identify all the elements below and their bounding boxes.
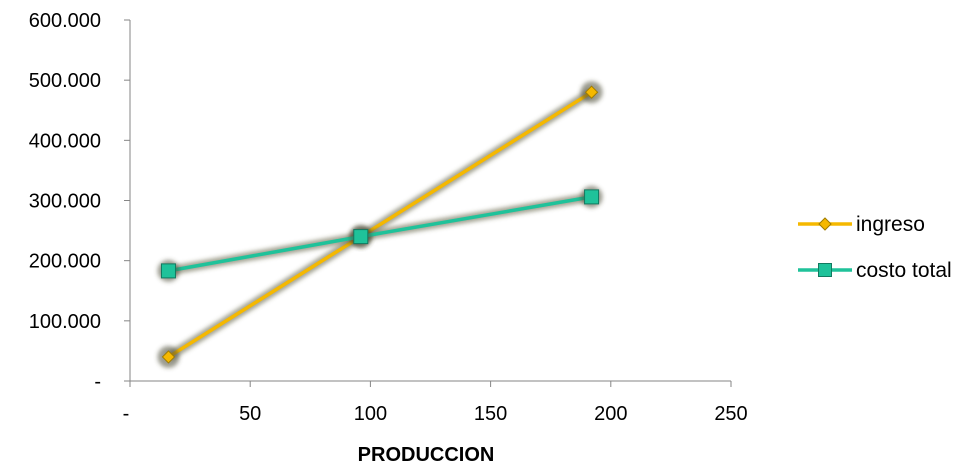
y-tick-label: -	[94, 371, 101, 393]
series-line	[167, 90, 593, 359]
x-tick-label: -	[123, 403, 130, 425]
x-tick-label: 50	[239, 403, 261, 425]
data-point	[584, 85, 599, 99]
y-tick-label: 300.000	[29, 191, 101, 213]
x-tick-label: 100	[354, 403, 387, 425]
legend-label: costo total	[856, 259, 952, 282]
data-point	[161, 350, 176, 364]
legend-marker-icon	[818, 217, 832, 231]
series-ingreso	[157, 81, 603, 368]
legend: ingreso costo total	[798, 213, 952, 282]
legend-label: ingreso	[856, 213, 925, 236]
legend-item-ingreso: ingreso	[798, 213, 925, 236]
x-axis-title: PRODUCCION	[358, 444, 495, 466]
x-tick-label: 150	[474, 403, 507, 425]
axes: - 100.000 200.000 300.000 400.000 500.000 600.…	[29, 10, 748, 425]
data-point	[353, 229, 369, 245]
y-tick-label: 500.000	[29, 70, 101, 92]
legend-item-costo-total: costo total	[798, 259, 952, 282]
y-tick-label: 200.000	[29, 251, 101, 273]
x-tick-label: 250	[714, 403, 747, 425]
y-tick-label: 600.000	[29, 10, 101, 32]
y-tick-label: 100.000	[29, 311, 101, 333]
x-tick-label: 200	[594, 403, 627, 425]
series-line	[168, 195, 592, 273]
series-costo-total	[157, 185, 603, 282]
y-tick-label: 400.000	[29, 130, 101, 152]
data-point	[584, 189, 600, 205]
legend-marker-icon	[818, 263, 832, 277]
series-layer	[157, 81, 603, 368]
data-point	[160, 263, 176, 279]
